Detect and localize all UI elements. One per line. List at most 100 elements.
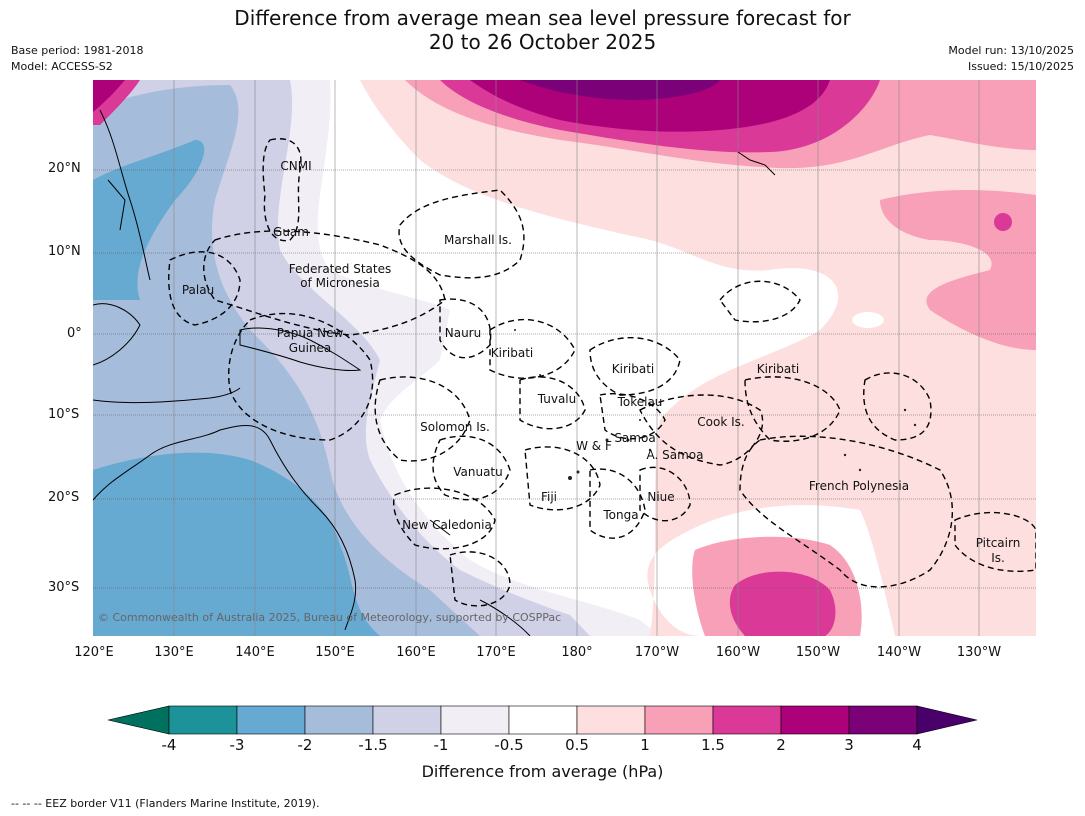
label-cook: Cook Is. bbox=[697, 415, 744, 429]
label-cnmi: CNMI bbox=[280, 159, 311, 173]
label-fiji: Fiji bbox=[541, 490, 557, 504]
label-wf: W & F bbox=[576, 439, 612, 453]
lon-label-160e: 160°E bbox=[396, 645, 436, 660]
coastlines bbox=[93, 109, 776, 636]
colorbar-swatch-p05_1 bbox=[576, 705, 646, 735]
label-pitcairn-1: Pitcairn bbox=[976, 536, 1021, 550]
colorbar-swatch-n4_n3 bbox=[168, 705, 238, 735]
label-solomon: Solomon Is. bbox=[420, 420, 490, 434]
base-period: Base period: 1981-2018 bbox=[11, 44, 144, 57]
colorbar bbox=[107, 705, 978, 735]
lat-label-10n: 10°N bbox=[48, 244, 81, 259]
label-guam: Guam bbox=[273, 225, 309, 239]
lon-label-140e: 140°E bbox=[235, 645, 275, 660]
lon-label-130e: 130°E bbox=[154, 645, 194, 660]
copyright-text: © Commonwealth of Australia 2025, Bureau… bbox=[98, 611, 561, 624]
lon-label-120e: 120°E bbox=[74, 645, 114, 660]
label-vanuatu: Vanuatu bbox=[453, 465, 503, 479]
anomaly-p2-3-nw bbox=[93, 80, 125, 112]
colorbar-swatch-p2_3 bbox=[780, 705, 850, 735]
colorbar-swatch-n05_05 bbox=[508, 705, 578, 735]
indonesia-coast bbox=[93, 387, 241, 404]
label-kiribati-c: Kiribati bbox=[612, 362, 654, 376]
lon-label-130w: 130°W bbox=[956, 645, 1002, 660]
colorbar-tick-label: 4 bbox=[912, 736, 922, 754]
meridians bbox=[173, 80, 980, 636]
colorbar-swatch-p3_4 bbox=[848, 705, 918, 735]
philippines-coast bbox=[99, 109, 151, 281]
label-tonga: Tonga bbox=[602, 508, 638, 522]
map-title: Difference from average mean sea level p… bbox=[0, 6, 1085, 54]
anomaly-p05-1-hole bbox=[852, 312, 884, 328]
map-area: CNMI Guam Marshall Is. Federated States … bbox=[93, 80, 1036, 636]
colorbar-swatch-n15_n1 bbox=[372, 705, 442, 735]
label-samoa: Samoa bbox=[614, 431, 655, 445]
label-marshall: Marshall Is. bbox=[444, 233, 512, 247]
label-kiribati-e: Kiribati bbox=[757, 362, 799, 376]
lon-label-170w: 170°W bbox=[634, 645, 680, 660]
colorbar-tick-label: -4 bbox=[161, 736, 177, 754]
lat-label-10s: 10°S bbox=[48, 407, 80, 422]
label-french-polynesia: French Polynesia bbox=[809, 479, 909, 493]
new-guinea-coast bbox=[239, 327, 362, 371]
colorbar-swatch-n1_n05 bbox=[440, 705, 510, 735]
australia-coast bbox=[93, 425, 357, 631]
lat-label-30s: 30°S bbox=[48, 580, 80, 595]
label-pitcairn-2: Is. bbox=[991, 551, 1005, 565]
anomaly-p05-1-north bbox=[360, 80, 1036, 636]
label-new-caledonia: New Caledonia bbox=[402, 518, 492, 532]
lat-label-eq: 0° bbox=[67, 326, 82, 341]
colorbar-swatch-p1_15 bbox=[644, 705, 714, 735]
meta-right: Model run: 13/10/2025 Issued: 15/10/2025 bbox=[948, 43, 1074, 75]
anomaly-p3-4-north bbox=[520, 80, 720, 100]
lon-label-150w: 150°W bbox=[795, 645, 841, 660]
colorbar-tick-label: -3 bbox=[229, 736, 245, 754]
title-line-2: 20 to 26 October 2025 bbox=[428, 30, 657, 54]
colorbar-swatch-p15_2 bbox=[712, 705, 782, 735]
meta-left: Base period: 1981-2018 Model: ACCESS-S2 bbox=[11, 43, 143, 75]
model-name: Model: ACCESS-S2 bbox=[11, 60, 113, 73]
colorbar-swatch-n3_n2 bbox=[236, 705, 306, 735]
lon-label-160w: 160°W bbox=[715, 645, 761, 660]
lon-label-180: 180° bbox=[561, 645, 593, 660]
place-labels: CNMI Guam Marshall Is. Federated States … bbox=[182, 159, 1020, 565]
colorbar-tick-label: 0.5 bbox=[565, 736, 589, 754]
model-run: Model run: 13/10/2025 bbox=[948, 44, 1074, 57]
eez-borders bbox=[168, 138, 1036, 607]
anomaly-p1-15-east bbox=[880, 190, 1036, 350]
new-caledonia-coast bbox=[429, 519, 451, 536]
label-asamoa: A. Samoa bbox=[647, 448, 704, 462]
label-fsm-1: Federated States bbox=[289, 262, 391, 276]
lon-label-150e: 150°E bbox=[315, 645, 355, 660]
hawaii-coast bbox=[737, 151, 776, 176]
issued-date: Issued: 15/10/2025 bbox=[967, 60, 1074, 73]
label-nauru: Nauru bbox=[445, 326, 481, 340]
label-tuvalu: Tuvalu bbox=[537, 392, 577, 406]
colorbar-tick-label: 2 bbox=[776, 736, 786, 754]
colorbar-tick-label: 3 bbox=[844, 736, 854, 754]
new-zealand-coast bbox=[479, 599, 531, 636]
colorbar-extend-max bbox=[916, 705, 978, 735]
lon-label-170e: 170°E bbox=[476, 645, 516, 660]
anomaly-n3-n2-south bbox=[93, 452, 380, 636]
colorbar-tick-label: 1 bbox=[640, 736, 650, 754]
label-palau: Palau bbox=[182, 283, 214, 297]
islands bbox=[514, 329, 917, 480]
anomaly-p15-2-spot bbox=[994, 213, 1012, 231]
colorbar-tick-label: 1.5 bbox=[701, 736, 725, 754]
title-line-1: Difference from average mean sea level p… bbox=[234, 6, 851, 30]
label-niue: Niue bbox=[647, 490, 674, 504]
label-png-1: Papua New bbox=[277, 326, 344, 340]
borneo-coast bbox=[93, 303, 141, 366]
label-tokelau: Tokelau bbox=[617, 395, 663, 409]
colorbar-label: Difference from average (hPa) bbox=[421, 762, 664, 781]
colorbar-tick-label: -1 bbox=[433, 736, 449, 754]
lon-label-140w: 140°W bbox=[876, 645, 922, 660]
eez-legend-note: -- -- -- EEZ border V11 (Flanders Marine… bbox=[11, 797, 320, 810]
lat-label-20s: 20°S bbox=[48, 490, 80, 505]
label-png-2: Guinea bbox=[289, 341, 332, 355]
anomaly-p2-3-north bbox=[470, 80, 830, 132]
colorbar-tick-label: -0.5 bbox=[494, 736, 524, 754]
anomaly-n3-n2 bbox=[93, 140, 205, 300]
